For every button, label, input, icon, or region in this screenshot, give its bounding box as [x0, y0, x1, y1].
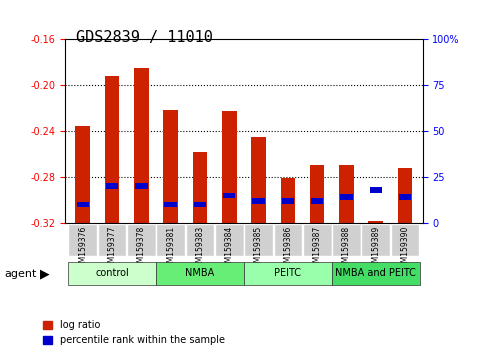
Text: GSM159390: GSM159390	[400, 226, 410, 272]
Bar	[193, 152, 207, 223]
Bar	[163, 110, 178, 223]
FancyBboxPatch shape	[391, 224, 419, 256]
Bar	[164, 202, 177, 207]
Bar	[281, 178, 295, 223]
Text: GSM159388: GSM159388	[342, 226, 351, 272]
FancyBboxPatch shape	[127, 224, 156, 256]
Bar	[194, 202, 206, 207]
FancyBboxPatch shape	[156, 262, 244, 285]
FancyBboxPatch shape	[361, 224, 390, 256]
FancyBboxPatch shape	[303, 224, 331, 256]
Text: GSM159381: GSM159381	[166, 226, 175, 272]
Text: GSM159378: GSM159378	[137, 226, 146, 272]
Text: GSM159387: GSM159387	[313, 226, 322, 272]
FancyBboxPatch shape	[332, 262, 420, 285]
FancyBboxPatch shape	[244, 262, 332, 285]
Text: GSM159389: GSM159389	[371, 226, 380, 272]
Bar	[282, 198, 294, 204]
FancyBboxPatch shape	[244, 224, 273, 256]
Bar	[135, 183, 148, 189]
FancyBboxPatch shape	[68, 262, 156, 285]
Bar	[339, 166, 354, 223]
Bar	[222, 112, 237, 223]
FancyBboxPatch shape	[215, 224, 243, 256]
Bar	[77, 202, 89, 207]
Bar	[311, 198, 324, 204]
Text: agent: agent	[5, 269, 37, 279]
Bar	[134, 68, 149, 223]
Bar	[399, 194, 411, 200]
Text: PEITC: PEITC	[274, 268, 301, 279]
FancyBboxPatch shape	[156, 224, 185, 256]
Text: GSM159383: GSM159383	[196, 226, 204, 272]
Bar	[251, 137, 266, 223]
Text: GSM159386: GSM159386	[284, 226, 292, 272]
Bar	[310, 166, 325, 223]
Bar	[252, 198, 265, 204]
Bar	[106, 183, 118, 189]
Text: GSM159384: GSM159384	[225, 226, 234, 272]
Text: GDS2839 / 11010: GDS2839 / 11010	[76, 30, 213, 45]
FancyBboxPatch shape	[332, 224, 361, 256]
Bar	[398, 168, 412, 223]
Text: control: control	[95, 268, 129, 279]
Text: NMBA and PEITC: NMBA and PEITC	[335, 268, 416, 279]
Text: GSM159377: GSM159377	[108, 226, 116, 272]
Text: NMBA: NMBA	[185, 268, 214, 279]
Legend: log ratio, percentile rank within the sample: log ratio, percentile rank within the sa…	[39, 316, 229, 349]
FancyBboxPatch shape	[69, 224, 97, 256]
Text: ▶: ▶	[40, 268, 49, 281]
FancyBboxPatch shape	[98, 224, 127, 256]
FancyBboxPatch shape	[273, 224, 302, 256]
Bar	[75, 126, 90, 223]
Text: GSM159385: GSM159385	[254, 226, 263, 272]
Text: GSM159376: GSM159376	[78, 226, 87, 272]
Bar	[105, 76, 119, 223]
Bar	[223, 193, 236, 198]
Bar	[369, 187, 382, 193]
Bar	[369, 221, 383, 223]
FancyBboxPatch shape	[185, 224, 214, 256]
Bar	[340, 194, 353, 200]
